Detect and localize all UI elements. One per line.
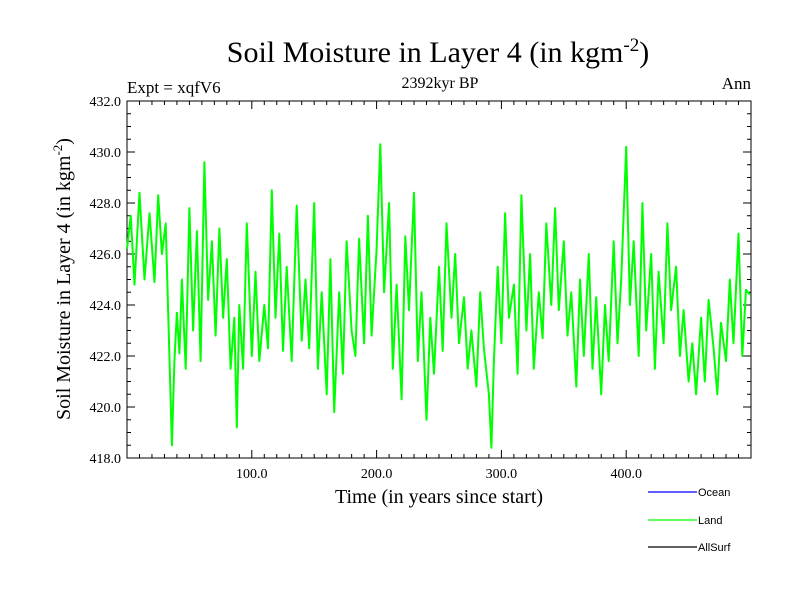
legend-label-land: Land: [698, 515, 722, 527]
y-tick-label: 422.0: [90, 350, 122, 365]
x-axis-label: Time (in years since start): [335, 486, 543, 508]
y-tick-label: 430.0: [90, 146, 122, 161]
legend-label-ocean: Ocean: [698, 487, 730, 499]
soil-moisture-chart: Soil Moisture in Layer 4 (in kgm-2) 2392…: [0, 0, 800, 600]
x-tick-label: 400.0: [610, 467, 642, 482]
series-line-land: [127, 144, 750, 448]
chart-title: Soil Moisture in Layer 4 (in kgm-2): [227, 35, 649, 69]
y-tick-label: 432.0: [90, 95, 122, 110]
x-tick-label: 200.0: [361, 467, 393, 482]
y-tick-label: 426.0: [90, 248, 122, 263]
experiment-label: Expt = xqfV6: [127, 78, 221, 97]
legend: Ocean Land AllSurf: [648, 487, 731, 554]
y-axis-label: Soil Moisture in Layer 4 (in kgm-2): [50, 138, 75, 420]
legend-label-allsurf: AllSurf: [698, 542, 731, 554]
y-tick-label: 420.0: [90, 401, 122, 416]
x-tick-label: 300.0: [486, 467, 518, 482]
season-label: Ann: [722, 74, 752, 93]
chart-subtitle: 2392kyr BP: [402, 75, 479, 92]
y-tick-label: 418.0: [90, 452, 122, 467]
y-tick-label: 428.0: [90, 197, 122, 212]
y-tick-label: 424.0: [90, 299, 122, 314]
x-tick-label: 100.0: [236, 467, 268, 482]
